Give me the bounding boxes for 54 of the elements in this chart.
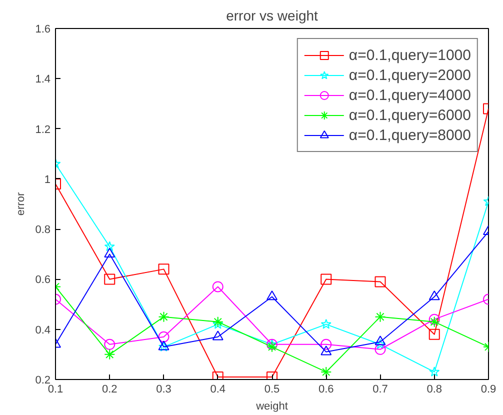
y-tick-label: 1.6 bbox=[35, 24, 51, 36]
point bbox=[212, 318, 224, 329]
point bbox=[212, 330, 224, 340]
y-tick-label: 1.4 bbox=[35, 74, 51, 86]
y-axis-title: error bbox=[15, 192, 28, 216]
point bbox=[212, 316, 224, 328]
point bbox=[320, 338, 332, 350]
point bbox=[428, 290, 440, 300]
x-tick-label: 0.7 bbox=[372, 384, 388, 396]
x-axis-title: weight bbox=[255, 400, 288, 412]
point bbox=[428, 314, 440, 325]
point bbox=[320, 274, 332, 285]
x-tick-label: 0.9 bbox=[480, 384, 496, 396]
point bbox=[429, 366, 440, 377]
y-tick-label: 1.2 bbox=[35, 124, 51, 136]
point bbox=[158, 264, 170, 275]
legend-label: α=0.1,query=1000 bbox=[348, 46, 471, 65]
y-tick-label: 0.8 bbox=[35, 224, 51, 236]
point bbox=[104, 248, 116, 258]
point bbox=[158, 311, 170, 322]
point bbox=[104, 274, 116, 285]
point bbox=[428, 316, 440, 328]
chart-title: error vs weight bbox=[226, 8, 318, 24]
point bbox=[374, 344, 386, 355]
point bbox=[104, 348, 116, 360]
point bbox=[320, 366, 332, 378]
point bbox=[374, 276, 386, 288]
x-tick-label: 0.1 bbox=[48, 384, 64, 396]
x-tick-label: 0.5 bbox=[264, 384, 280, 396]
point bbox=[374, 338, 386, 349]
x-tick-label: 0.6 bbox=[318, 384, 334, 396]
x-tick-label: 0.3 bbox=[156, 384, 172, 396]
point bbox=[266, 290, 278, 300]
y-tick-label: 0.4 bbox=[35, 324, 51, 336]
legend-label: α=0.1,query=6000 bbox=[348, 106, 471, 125]
x-tick-label: 0.8 bbox=[426, 384, 442, 396]
point bbox=[374, 336, 386, 346]
point bbox=[266, 341, 278, 352]
point bbox=[428, 328, 440, 340]
y-tick-label: 1 bbox=[44, 174, 51, 186]
point bbox=[104, 241, 115, 252]
point bbox=[212, 281, 224, 292]
point bbox=[320, 346, 332, 356]
x-tick-label: 0.2 bbox=[102, 384, 118, 396]
point bbox=[104, 338, 116, 350]
y-tick-label: 0.2 bbox=[35, 374, 51, 386]
y-tick-label: 0.6 bbox=[35, 274, 51, 286]
point bbox=[158, 331, 170, 342]
legend-label: α=0.1,query=2000 bbox=[348, 66, 471, 85]
x-tick-label: 0.4 bbox=[210, 384, 226, 396]
point bbox=[320, 318, 332, 329]
legend-label: α=0.1,query=8000 bbox=[348, 126, 471, 145]
point bbox=[374, 311, 386, 322]
legend-label: α=0.1,query=4000 bbox=[348, 86, 471, 105]
